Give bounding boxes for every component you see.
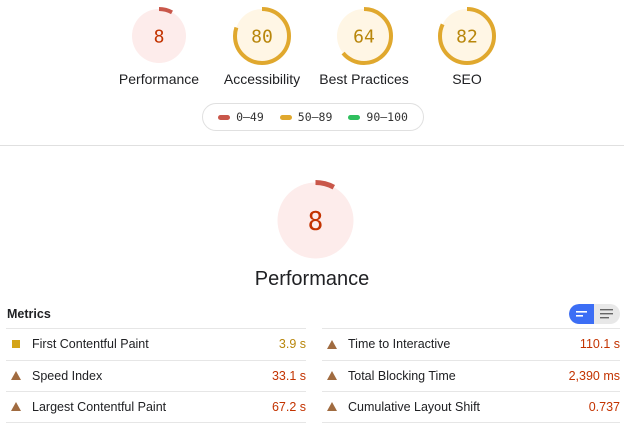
seo-gauge-arc <box>438 7 496 65</box>
gauge-seo[interactable]: 82 SEO <box>417 5 517 87</box>
metric-row: First Contentful Paint 3.9 s <box>6 328 306 360</box>
performance-main-gauge: 8 <box>273 178 358 268</box>
legend-average: 50–89 <box>279 110 332 124</box>
metric-name: Total Blocking Time <box>348 368 456 383</box>
average-square-icon <box>12 340 20 349</box>
metric-row: Cumulative Layout Shift 0.737 <box>322 391 620 423</box>
performance-gauge-arc <box>130 7 188 65</box>
accessibility-gauge-ring: 80 <box>233 7 291 65</box>
list-view-icon[interactable] <box>594 304 619 324</box>
gauge-label: Best Practices <box>319 71 409 87</box>
gauge-label: Performance <box>118 71 200 87</box>
best-practices-gauge-arc <box>335 7 393 65</box>
gauge-label: SEO <box>452 71 482 87</box>
seo-gauge-ring: 82 <box>438 7 496 65</box>
legend-fail: 0–49 <box>218 110 264 124</box>
metric-row: Time to Interactive 110.1 s <box>322 328 620 360</box>
divider <box>0 145 624 146</box>
gauge-accessibility[interactable]: 80 Accessibility <box>212 5 312 87</box>
performance-score: 8 <box>154 26 165 47</box>
metric-name: Speed Index <box>32 368 103 383</box>
legend-pass: 90–100 <box>348 110 408 124</box>
best-practices-score: 64 <box>353 26 375 47</box>
performance-gauge-ring: 8 <box>130 7 188 65</box>
metric-name: Time to Interactive <box>348 337 451 352</box>
gauge-label: Accessibility <box>223 71 301 87</box>
metric-value: 33.1 s <box>271 368 306 383</box>
metric-value: 2,390 ms <box>568 368 620 383</box>
score-legend: 0–49 50–89 90–100 <box>202 103 424 131</box>
fail-triangle-icon <box>327 402 337 412</box>
fail-triangle-icon <box>327 371 337 381</box>
accessibility-score: 80 <box>251 26 273 47</box>
metric-name: Cumulative Layout Shift <box>348 399 481 414</box>
metrics-view-toggle[interactable] <box>569 304 620 324</box>
main-gauge-arc <box>275 180 356 261</box>
metric-row: Largest Contentful Paint 67.2 s <box>6 391 306 423</box>
main-score: 8 <box>308 207 324 237</box>
metric-row: Speed Index 33.1 s <box>6 359 306 392</box>
gauge-best-practices[interactable]: 64 Best Practices <box>314 5 414 87</box>
metrics-left-column: First Contentful Paint 3.9 s Speed Index 33… <box>6 328 306 423</box>
metric-value: 110.1 s <box>579 337 620 352</box>
fail-triangle-icon <box>327 339 337 349</box>
fail-triangle-icon <box>11 402 21 412</box>
gauge-performance[interactable]: 8 Performance <box>109 5 209 87</box>
accessibility-gauge-arc <box>233 7 291 65</box>
best-practices-gauge-ring: 64 <box>335 7 393 65</box>
metric-value: 0.737 <box>588 399 620 414</box>
metric-name: First Contentful Paint <box>32 337 149 352</box>
metric-row: Total Blocking Time 2,390 ms <box>322 359 620 392</box>
category-title: Performance <box>254 268 370 290</box>
metrics-right-column: Time to Interactive 110.1 s Total Blocking… <box>322 328 620 423</box>
main-gauge-ring: 8 <box>275 180 356 261</box>
seo-score: 82 <box>456 26 478 47</box>
metric-name: Largest Contentful Paint <box>32 399 167 414</box>
metrics-heading: Metrics <box>7 307 51 321</box>
metric-value: 67.2 s <box>271 399 306 414</box>
fail-triangle-icon <box>11 371 21 381</box>
compact-view-icon[interactable] <box>569 304 594 324</box>
metric-value: 3.9 s <box>278 337 306 352</box>
